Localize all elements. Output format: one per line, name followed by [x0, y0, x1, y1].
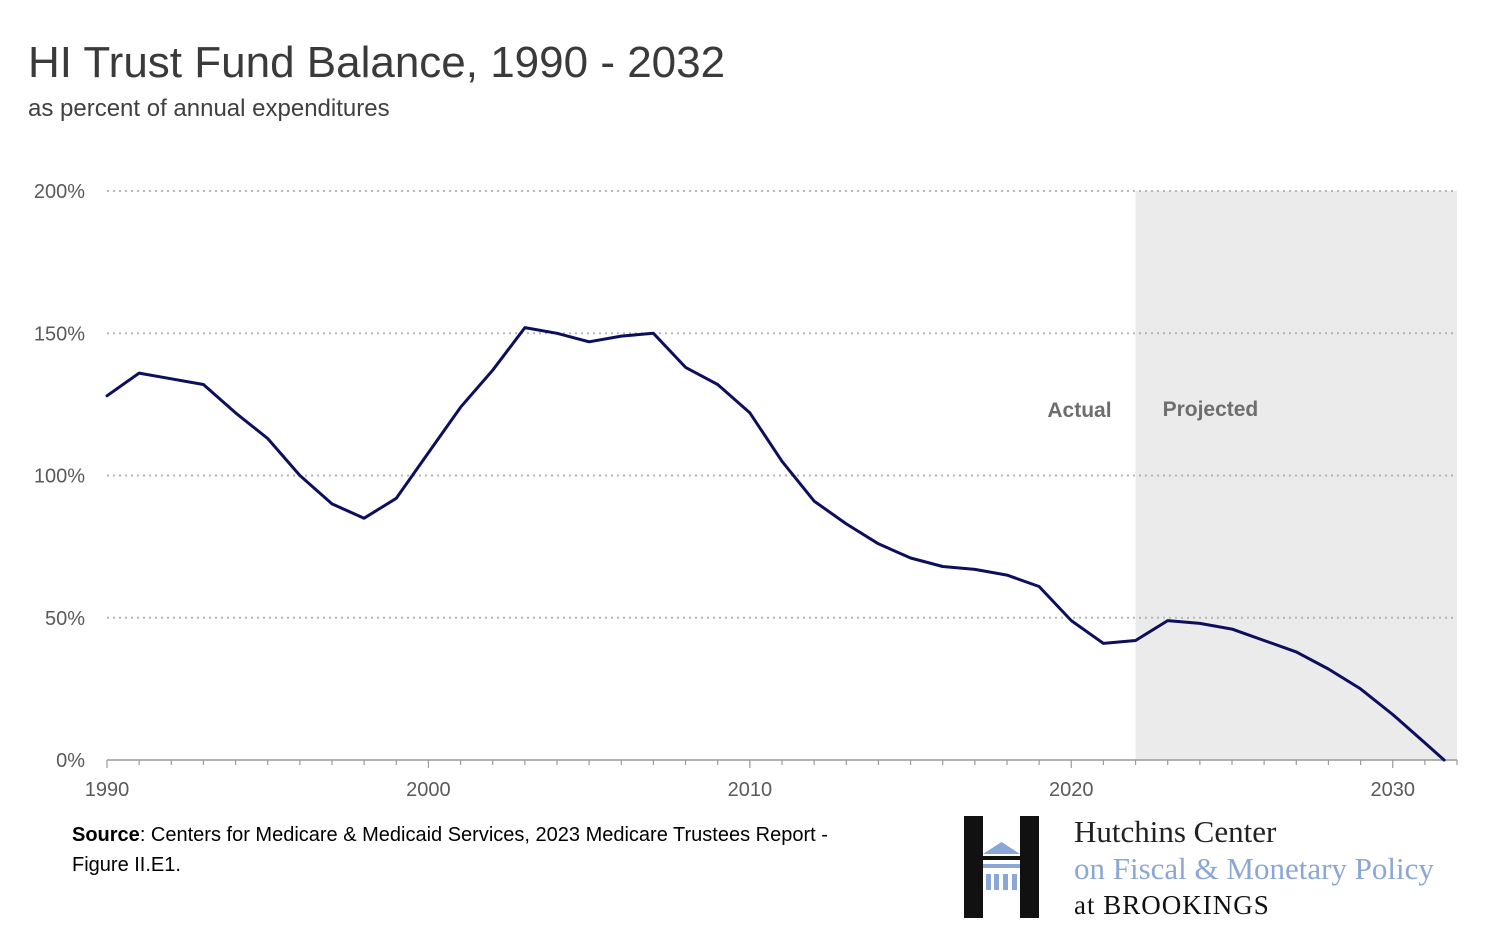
x-tick-label: 2000	[406, 779, 451, 801]
logo-line-3: at BROOKINGS	[1074, 890, 1270, 920]
hutchins-h-icon	[964, 816, 1039, 918]
y-tick-label: 100%	[34, 466, 85, 488]
chart-subtitle: as percent of annual expenditures	[28, 95, 390, 122]
projected-label: Projected	[1163, 398, 1259, 421]
x-tick-label: 1990	[85, 779, 130, 801]
y-tick-label: 150%	[34, 323, 85, 345]
y-tick-label: 0%	[56, 750, 85, 772]
chart-title: HI Trust Fund Balance, 1990 - 2032	[28, 38, 726, 87]
x-tick-label: 2010	[728, 779, 773, 801]
hutchins-logo: Hutchins Center on Fiscal & Monetary Pol…	[962, 814, 1482, 920]
x-tick-label: 2020	[1049, 779, 1094, 801]
y-tick-label: 50%	[45, 608, 85, 630]
y-tick-label: 200%	[34, 181, 85, 203]
logo-line-2: on Fiscal & Monetary Policy	[1074, 851, 1434, 886]
line-chart: 0% 50% 100% 150% 200% 1990 2000 2010 2020 2030 Act…	[34, 181, 1458, 801]
source-label: Source	[72, 824, 140, 846]
actual-label: Actual	[1047, 399, 1111, 422]
x-tick-label: 2030	[1370, 779, 1415, 801]
logo-line-1: Hutchins Center	[1074, 814, 1277, 849]
series-line-0	[105, 326, 1446, 762]
source-note: Source: Centers for Medicare & Medicaid …	[72, 820, 872, 880]
source-text: : Centers for Medicare & Medicaid Servic…	[72, 824, 828, 876]
